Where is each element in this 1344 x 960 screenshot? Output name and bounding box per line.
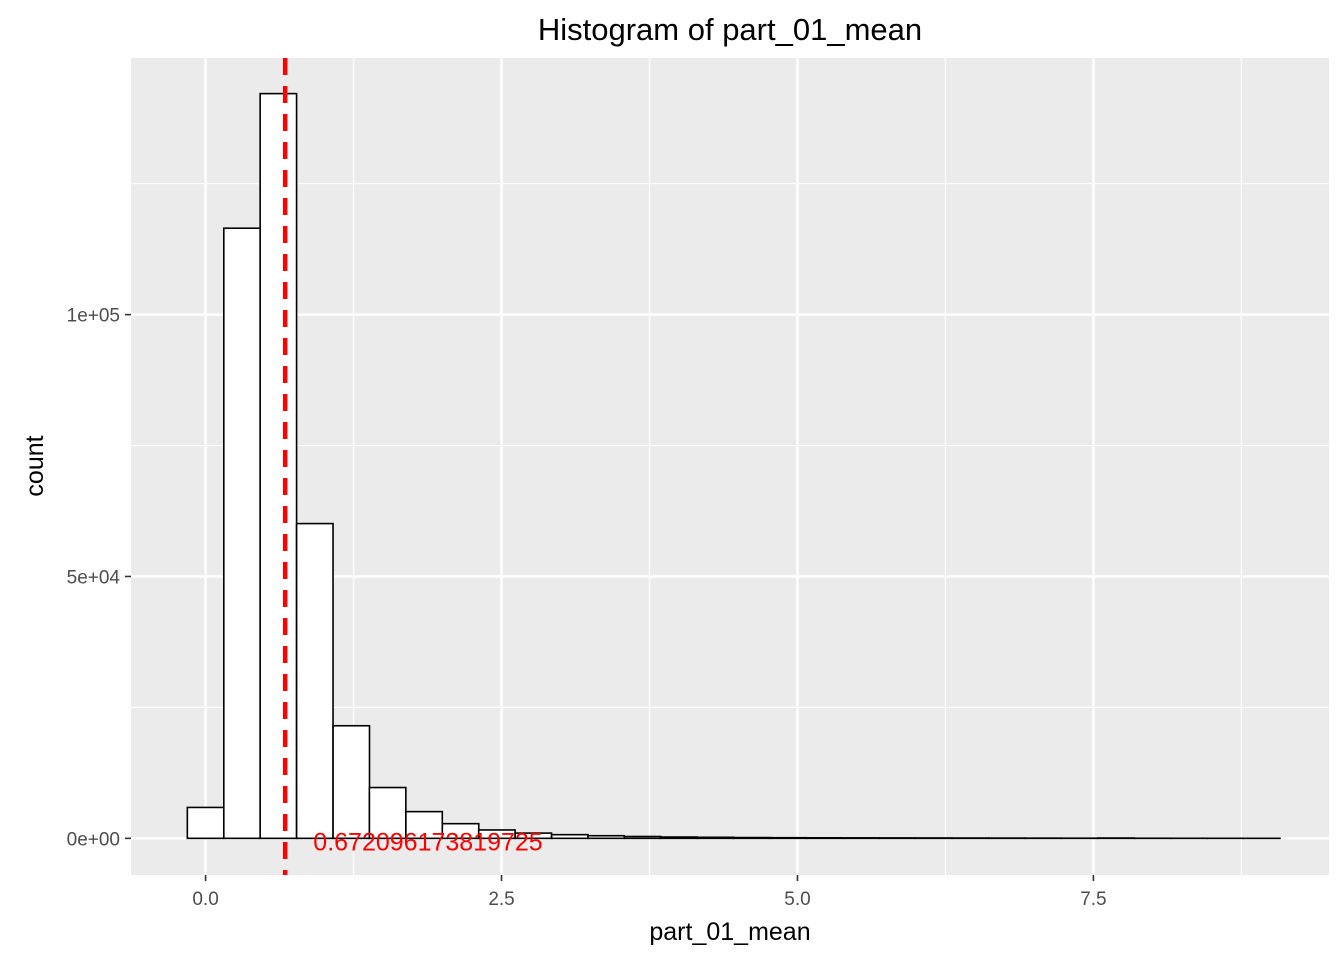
histogram-bars	[186, 92, 1281, 840]
histogram-bar	[587, 834, 626, 840]
y-tick-label: 5e+04	[67, 567, 121, 588]
histogram-bar	[186, 806, 225, 840]
x-tick-label: 0.0	[192, 889, 218, 910]
x-axis-ticks: 0.0 2.5 5.0 7.5	[192, 875, 1107, 910]
histogram-bar	[295, 522, 334, 840]
y-axis-title: count	[21, 435, 49, 496]
y-axis-ticks: 0e+00 5e+04 1e+05	[67, 306, 131, 850]
mean-annotation: 0.672096173819725	[313, 828, 542, 856]
x-tick-label: 2.5	[488, 889, 514, 910]
histogram-bar	[550, 833, 589, 840]
histogram-bar	[223, 227, 262, 840]
histogram-bar	[769, 836, 808, 840]
histogram-bar	[623, 835, 662, 840]
histogram-bar	[368, 786, 407, 840]
histogram-bar	[696, 836, 735, 840]
y-tick-label: 1e+05	[67, 306, 120, 327]
x-tick-label: 7.5	[1080, 889, 1106, 910]
histogram-bar	[805, 837, 844, 840]
chart-title: Histogram of part_01_mean	[538, 12, 922, 47]
y-tick-label: 0e+00	[67, 829, 120, 850]
histogram-bar	[259, 92, 298, 840]
histogram-bar	[732, 836, 771, 840]
histogram-bar	[332, 724, 371, 840]
histogram-bar	[660, 836, 699, 840]
x-axis-title: part_01_mean	[649, 918, 810, 946]
x-tick-label: 5.0	[784, 889, 810, 910]
